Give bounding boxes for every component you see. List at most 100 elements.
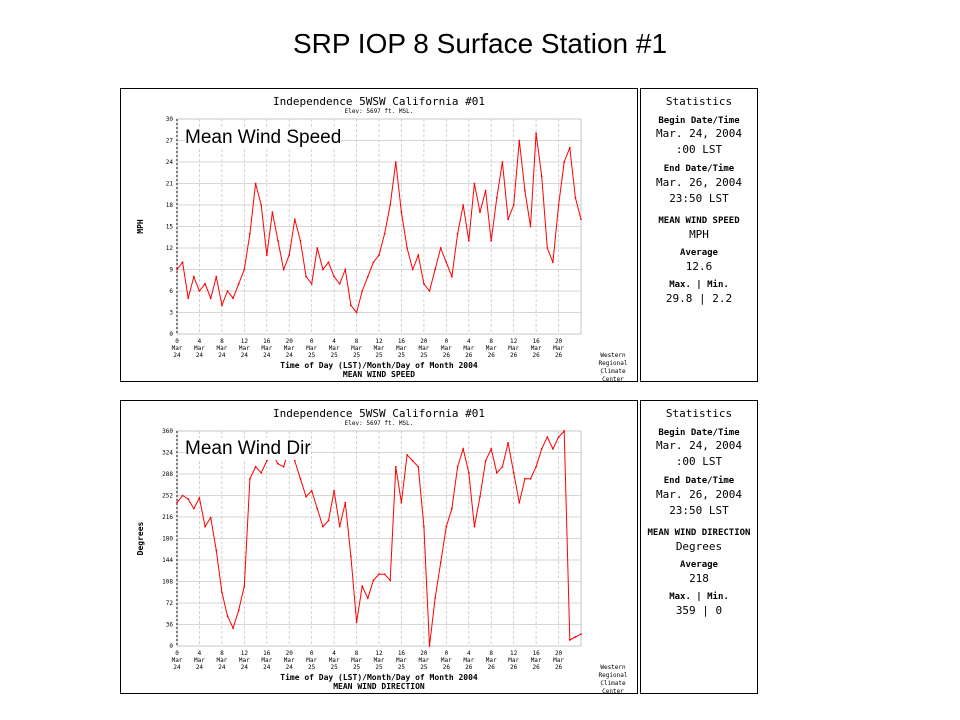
data-point <box>277 239 279 242</box>
data-point <box>305 495 307 498</box>
x-tick-time: 12 <box>375 650 383 657</box>
x-tick-time: 4 <box>198 338 202 345</box>
x-tick-day: 25 <box>375 664 383 671</box>
x-tick-month: Mar <box>306 345 317 352</box>
data-point <box>563 430 566 432</box>
data-point <box>310 282 313 285</box>
data-point <box>490 239 493 242</box>
x-tick-month: Mar <box>508 345 519 352</box>
y-tick-label: 144 <box>162 557 173 564</box>
x-tick-month: Mar <box>329 657 340 664</box>
data-point <box>484 460 487 462</box>
begin-time: :00 LST <box>675 455 723 468</box>
data-point <box>299 239 302 242</box>
data-point <box>563 161 566 163</box>
stats-title: Statistics <box>665 407 733 420</box>
x-axis-label: Time of Day (LST)/Month/Day of Month 200… <box>280 360 478 370</box>
data-point <box>310 489 313 492</box>
data-point <box>221 304 223 307</box>
x-tick-day: 26 <box>555 352 563 359</box>
chart-footer: MEAN WIND SPEED <box>343 370 415 379</box>
data-point <box>417 254 420 257</box>
data-point <box>467 471 470 474</box>
x-tick-day: 24 <box>218 664 226 671</box>
data-point <box>243 585 246 588</box>
x-tick-time: 4 <box>467 650 471 657</box>
x-tick-month: Mar <box>194 345 205 352</box>
data-point <box>428 645 431 647</box>
average-value: 12.6 <box>685 260 713 273</box>
data-point <box>265 460 268 462</box>
x-tick-time: 20 <box>420 650 428 657</box>
data-point <box>249 232 251 235</box>
data-point <box>288 254 291 257</box>
data-point <box>406 454 408 456</box>
x-tick-day: 24 <box>196 664 204 671</box>
data-point <box>215 275 218 278</box>
data-point <box>423 282 425 285</box>
maxmin-label: Max. | Min. <box>669 280 729 290</box>
data-point <box>423 525 425 528</box>
variable-name: MEAN WIND SPEED <box>658 216 740 226</box>
x-tick-time: 8 <box>220 650 224 657</box>
data-point <box>327 519 330 522</box>
y-tick-label: 3 <box>169 310 173 317</box>
data-point <box>282 268 285 271</box>
data-point <box>507 442 509 444</box>
x-tick-day: 25 <box>353 664 361 671</box>
data-point <box>277 462 279 465</box>
data-point <box>568 639 571 641</box>
data-point <box>260 204 263 206</box>
y-axis-label: Degrees <box>136 521 145 555</box>
x-tick-time: 12 <box>510 650 518 657</box>
y-tick-label: 36 <box>166 622 174 629</box>
x-tick-day: 26 <box>465 352 473 359</box>
data-point <box>187 498 190 500</box>
data-point <box>580 218 582 221</box>
data-point <box>406 247 408 249</box>
x-tick-day: 25 <box>308 352 316 359</box>
x-tick-month: Mar <box>396 345 407 352</box>
variable-unit: Degrees <box>675 540 723 553</box>
data-point <box>378 254 380 257</box>
x-tick-time: 8 <box>355 650 359 657</box>
data-point <box>293 218 296 221</box>
data-point <box>316 247 319 249</box>
x-tick-month: Mar <box>553 657 564 664</box>
x-tick-month: Mar <box>418 345 429 352</box>
x-tick-time: 8 <box>489 338 493 345</box>
x-tick-month: Mar <box>531 345 542 352</box>
data-point <box>512 204 515 206</box>
data-point <box>209 516 212 519</box>
chart-subtitle: Elev: 5697 ft. MSL. <box>345 108 414 115</box>
data-point <box>176 268 178 271</box>
data-point <box>490 448 493 450</box>
x-tick-day: 24 <box>263 352 271 359</box>
x-tick-time: 20 <box>286 338 294 345</box>
data-point <box>355 621 358 623</box>
y-tick-label: 180 <box>162 536 173 543</box>
data-point <box>322 268 324 271</box>
x-tick-time: 16 <box>532 650 540 657</box>
x-tick-day: 26 <box>443 352 451 359</box>
maxmin-value: 29.8 | 2.2 <box>665 292 733 305</box>
end-label: End Date/Time <box>663 476 735 486</box>
data-point <box>479 211 481 214</box>
data-point <box>366 275 369 278</box>
data-point <box>524 477 526 480</box>
data-point <box>445 525 448 528</box>
data-point <box>462 204 465 206</box>
x-tick-day: 24 <box>286 352 294 359</box>
x-tick-day: 25 <box>420 352 428 359</box>
x-tick-day: 24 <box>286 664 294 671</box>
data-point <box>350 304 352 307</box>
x-tick-month: Mar <box>463 345 474 352</box>
end-date: Mar. 26, 2004 <box>655 488 743 501</box>
data-point <box>400 501 403 504</box>
data-point <box>546 247 549 249</box>
data-point <box>254 465 257 468</box>
data-point <box>451 507 453 510</box>
data-point <box>327 261 330 264</box>
x-tick-time: 4 <box>332 338 336 345</box>
data-point <box>215 549 218 552</box>
